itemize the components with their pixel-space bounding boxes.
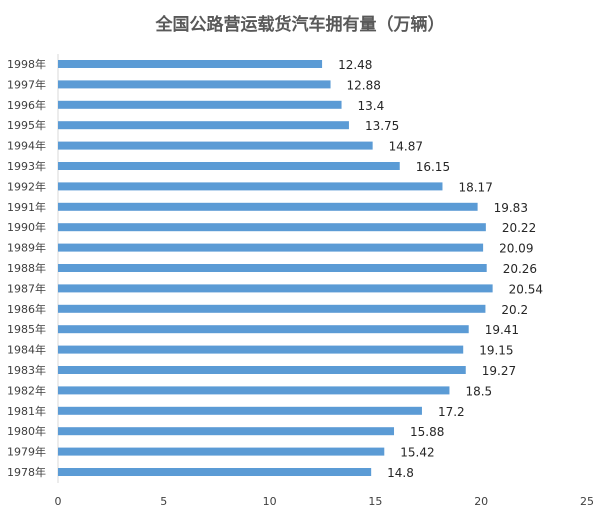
bar bbox=[58, 223, 486, 232]
category-label: 1985年 bbox=[7, 322, 46, 336]
category-label: 1994年 bbox=[7, 139, 46, 153]
bar bbox=[58, 366, 466, 374]
data-label: 15.42 bbox=[400, 446, 434, 460]
data-label: 18.5 bbox=[465, 384, 492, 398]
chart-title: 全国公路营运载货汽车拥有量（万辆） bbox=[155, 15, 445, 35]
bar bbox=[58, 60, 323, 68]
data-label: 13.4 bbox=[358, 99, 385, 113]
bar bbox=[58, 406, 422, 415]
bar bbox=[58, 427, 395, 436]
data-label: 14.8 bbox=[387, 466, 414, 480]
bar bbox=[58, 325, 469, 334]
data-label: 16.15 bbox=[416, 160, 450, 174]
bar bbox=[58, 304, 486, 313]
bar bbox=[58, 162, 400, 170]
category-label: 1989年 bbox=[7, 241, 46, 255]
bar bbox=[58, 264, 487, 272]
bar bbox=[58, 345, 464, 354]
x-axis: 0 5 10 15 20 25 bbox=[55, 495, 595, 508]
category-label: 1978年 bbox=[7, 465, 46, 479]
data-label: 20.54 bbox=[509, 282, 543, 296]
bar bbox=[58, 80, 331, 89]
data-label: 12.48 bbox=[338, 58, 372, 72]
category-label: 1983年 bbox=[7, 363, 46, 377]
data-label: 20.26 bbox=[503, 262, 537, 276]
category-label: 1988年 bbox=[7, 261, 46, 275]
data-label: 17.2 bbox=[438, 405, 465, 419]
category-label: 1986年 bbox=[7, 302, 46, 316]
x-tick-label: 0 bbox=[55, 495, 62, 508]
category-label: 1992年 bbox=[7, 179, 46, 193]
bar bbox=[58, 202, 478, 211]
bar bbox=[58, 182, 443, 191]
category-label: 1993年 bbox=[7, 159, 46, 173]
data-label: 15.88 bbox=[410, 425, 444, 439]
category-label: 1995年 bbox=[7, 118, 46, 132]
data-label: 19.41 bbox=[485, 323, 519, 337]
x-tick-label: 10 bbox=[263, 495, 277, 508]
bar bbox=[58, 468, 372, 476]
bar bbox=[58, 386, 450, 395]
bar bbox=[58, 100, 342, 109]
category-label: 1981年 bbox=[7, 404, 46, 418]
category-label: 1987年 bbox=[7, 281, 46, 295]
data-label: 19.27 bbox=[482, 364, 516, 378]
bar bbox=[58, 284, 493, 293]
bar bbox=[58, 141, 373, 150]
category-label: 1998年 bbox=[7, 57, 46, 71]
category-label: 1979年 bbox=[7, 445, 46, 459]
y-axis: 1998年 1997年 1996年 1995年 1994年 1993年 1992年 1991年… bbox=[7, 54, 59, 483]
category-label: 1990年 bbox=[7, 220, 46, 234]
x-tick-label: 25 bbox=[580, 495, 594, 508]
category-label: 1984年 bbox=[7, 343, 46, 357]
category-label: 1997年 bbox=[7, 77, 46, 91]
data-label: 13.75 bbox=[365, 119, 399, 133]
x-tick-label: 5 bbox=[160, 495, 167, 508]
data-label: 20.22 bbox=[502, 221, 536, 235]
category-label: 1991年 bbox=[7, 200, 46, 214]
data-label: 19.15 bbox=[479, 344, 513, 358]
data-label: 14.87 bbox=[389, 140, 423, 154]
bar bbox=[58, 243, 484, 252]
data-label: 20.2 bbox=[501, 303, 528, 317]
category-label: 1996年 bbox=[7, 98, 46, 112]
bar bbox=[58, 447, 385, 456]
category-label: 1982年 bbox=[7, 383, 46, 397]
data-label: 12.88 bbox=[347, 78, 381, 92]
x-tick-label: 15 bbox=[368, 495, 382, 508]
data-label: 19.83 bbox=[494, 201, 528, 215]
category-label: 1980年 bbox=[7, 424, 46, 438]
data-label: 18.17 bbox=[458, 180, 492, 194]
data-label: 20.09 bbox=[499, 242, 533, 256]
x-tick-label: 20 bbox=[474, 495, 488, 508]
bar bbox=[58, 121, 349, 130]
